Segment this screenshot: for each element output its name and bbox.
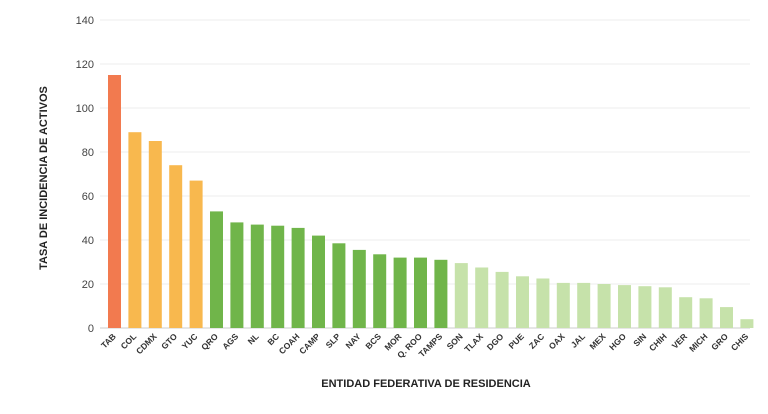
bar-dgo: [495, 271, 509, 328]
bar-nay: [352, 249, 366, 328]
x-tick-label: MICH: [687, 331, 709, 353]
x-tick-label: COAH: [277, 331, 302, 356]
x-tick-label: NL: [246, 331, 261, 346]
x-tick-label: HGO: [607, 331, 628, 352]
x-tick-label: CDMX: [134, 331, 159, 356]
y-tick-label: 60: [82, 191, 94, 203]
x-tick-label: GTO: [159, 331, 179, 351]
bar-coah: [291, 227, 305, 328]
bar-hgo: [618, 285, 631, 328]
bar-mich: [699, 298, 713, 328]
x-tick-label: GRO: [709, 331, 730, 352]
y-tick-labels: 0 20 40 60 80 100 120 140: [76, 15, 94, 335]
bar-tlax: [475, 267, 489, 328]
bar-mex: [597, 284, 611, 328]
x-tick-label: TAB: [99, 331, 118, 350]
x-tick-label: TLAX: [462, 331, 485, 354]
x-tick-label: ZAC: [527, 331, 546, 350]
bar-tab: [108, 75, 121, 328]
bar-son: [454, 263, 468, 328]
bar-mor: [393, 257, 407, 328]
bars: [108, 75, 754, 328]
bar-gro: [720, 307, 733, 328]
bar-nl: [250, 224, 264, 328]
y-tick-label: 120: [76, 59, 94, 71]
bar-qro: [210, 211, 223, 328]
x-tick-label: CHIS: [729, 331, 751, 353]
y-tick-label: 100: [76, 103, 94, 115]
bar-camp: [312, 235, 325, 328]
x-tick-label: CAMP: [297, 331, 322, 356]
bar-col: [128, 132, 142, 328]
x-tick-label: NAY: [344, 331, 363, 350]
bar-bcs: [373, 254, 387, 328]
y-tick-label: 80: [82, 147, 94, 159]
x-tick-label: MEX: [587, 331, 607, 351]
x-tick-label: VER: [670, 331, 689, 350]
x-tick-label: TAMPS: [417, 331, 445, 359]
x-tick-label: BCS: [363, 331, 383, 351]
y-tick-label: 0: [88, 323, 94, 335]
bar-cdmx: [148, 141, 162, 328]
x-tick-label: SON: [445, 331, 465, 351]
bar-slp: [332, 243, 346, 328]
y-tick-label: 20: [82, 279, 94, 291]
x-tick-label: DGO: [485, 331, 506, 352]
bar-ags: [230, 222, 244, 328]
x-tick-label: OAX: [547, 331, 567, 351]
bar-zac: [536, 278, 550, 328]
y-tick-label: 140: [76, 15, 94, 27]
bar-ver: [679, 297, 693, 328]
gridlines: [100, 19, 750, 329]
x-axis-title: ENTIDAD FEDERATIVA DE RESIDENCIA: [321, 378, 530, 390]
bar-oax: [556, 282, 570, 328]
x-tick-label: CHIH: [647, 331, 669, 353]
x-tick-label: JAL: [569, 331, 587, 349]
bar-tamps: [434, 259, 448, 328]
bar-chih: [658, 287, 672, 328]
x-tick-label: AGS: [220, 331, 240, 351]
x-tick-label: QRO: [199, 331, 220, 352]
x-tick-label: PUE: [506, 331, 526, 351]
bar-gto: [169, 165, 183, 328]
x-tick-label: SLP: [324, 331, 343, 350]
bar-bc: [271, 225, 285, 328]
x-tick-label: YUC: [180, 331, 200, 351]
bar-pue: [516, 276, 529, 328]
y-tick-label: 40: [82, 235, 94, 247]
bar-yuc: [189, 180, 203, 328]
bar-jal: [577, 282, 591, 328]
x-tick-label: BC: [265, 331, 281, 347]
bar-chis: [740, 319, 754, 328]
bar-sin: [638, 286, 652, 328]
bar-q-roo: [414, 257, 427, 328]
y-axis-title: TASA DE INCIDENCIA DE ACTIVOS: [38, 86, 50, 270]
